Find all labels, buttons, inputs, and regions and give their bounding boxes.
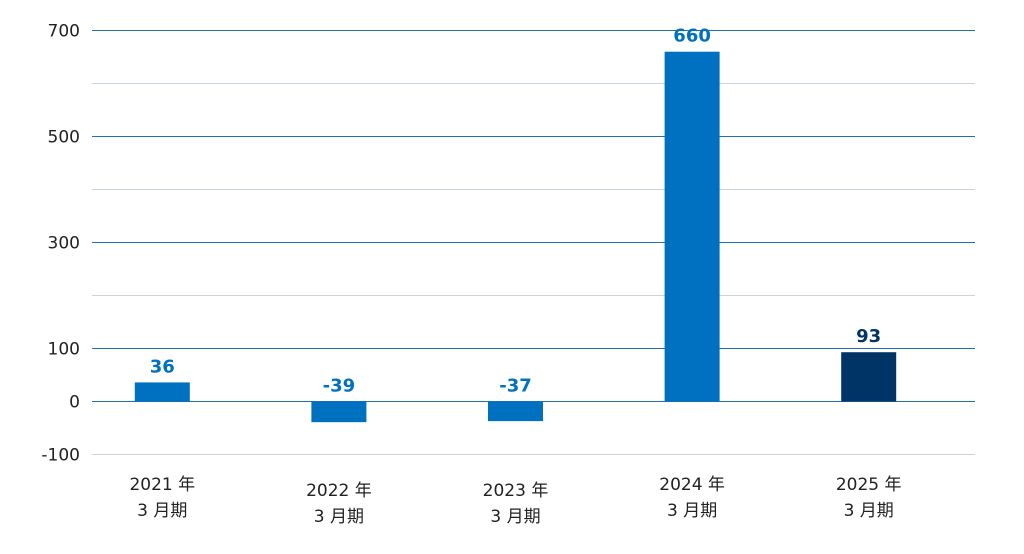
y-tick-label: 700 (48, 22, 80, 42)
y-tick-label: 0 (69, 393, 80, 413)
x-category-label: 3 月期 (314, 507, 364, 527)
bars (134, 51, 897, 423)
x-category-label: 2021 年 (129, 475, 195, 495)
x-category-label: 3 月期 (844, 501, 894, 521)
data-label: 660 (673, 26, 711, 47)
x-category-label: 2022 年 (306, 481, 372, 501)
data-label: 93 (856, 326, 881, 347)
x-category-label: 2024 年 (659, 475, 725, 495)
x-category-label: 2025 年 (836, 475, 902, 495)
y-tick-label: 500 (48, 128, 80, 148)
y-axis-ticks: -100 0 100 300 500 700 (41, 22, 80, 466)
data-label: 36 (150, 356, 175, 377)
bar (488, 401, 543, 422)
y-tick-label: 300 (48, 234, 80, 254)
x-category-label: 3 月期 (667, 501, 717, 521)
bar (134, 382, 190, 402)
y-tick-label: -100 (41, 446, 80, 466)
x-axis-categories: 2021 年 3 月期 2022 年 3 月期 2023 年 3 月期 2024 年 3 月期… (129, 475, 901, 527)
y-tick-label: 100 (48, 340, 80, 360)
x-category-label: 3 月期 (137, 501, 187, 521)
bar (841, 352, 897, 402)
bar (311, 401, 367, 423)
x-category-label: 2023 年 (483, 481, 549, 501)
data-labels: 36 -39 -37 660 93 (150, 26, 881, 397)
data-label: -37 (499, 376, 532, 397)
x-category-label: 3 月期 (490, 507, 540, 527)
bar (664, 51, 720, 402)
data-label: -39 (323, 376, 356, 397)
